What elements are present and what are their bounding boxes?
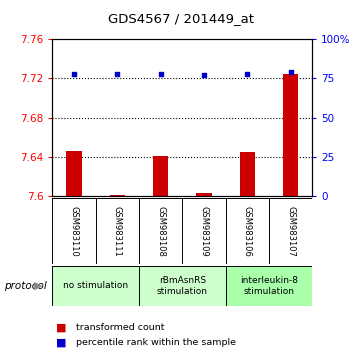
- Text: GSM983106: GSM983106: [243, 206, 252, 256]
- Bar: [110, 195, 125, 196]
- Point: [158, 71, 164, 76]
- Text: GSM983110: GSM983110: [70, 206, 78, 256]
- Bar: [66, 151, 82, 196]
- Text: GDS4567 / 201449_at: GDS4567 / 201449_at: [108, 12, 253, 25]
- Text: ■: ■: [56, 322, 66, 332]
- Text: ■: ■: [56, 338, 66, 348]
- Text: rBmAsnRS
stimulation: rBmAsnRS stimulation: [157, 276, 208, 296]
- Bar: [226, 266, 312, 306]
- Text: percentile rank within the sample: percentile rank within the sample: [76, 338, 236, 347]
- Bar: [196, 193, 212, 196]
- Text: GSM983111: GSM983111: [113, 206, 122, 256]
- Text: GSM983108: GSM983108: [156, 206, 165, 256]
- Point: [71, 71, 77, 76]
- Bar: [240, 152, 255, 196]
- Text: ▶: ▶: [34, 281, 42, 291]
- Text: GSM983109: GSM983109: [200, 206, 208, 256]
- Point: [244, 71, 250, 76]
- Text: GSM983107: GSM983107: [286, 206, 295, 256]
- Bar: [139, 266, 226, 306]
- Text: interleukin-8
stimulation: interleukin-8 stimulation: [240, 276, 298, 296]
- Bar: [153, 156, 168, 196]
- Text: no stimulation: no stimulation: [63, 281, 128, 290]
- Point: [288, 69, 293, 75]
- Bar: [52, 266, 139, 306]
- Point: [114, 71, 120, 76]
- Bar: [283, 74, 298, 196]
- Text: transformed count: transformed count: [76, 323, 164, 332]
- Text: protocol: protocol: [4, 281, 46, 291]
- Point: [201, 72, 207, 78]
